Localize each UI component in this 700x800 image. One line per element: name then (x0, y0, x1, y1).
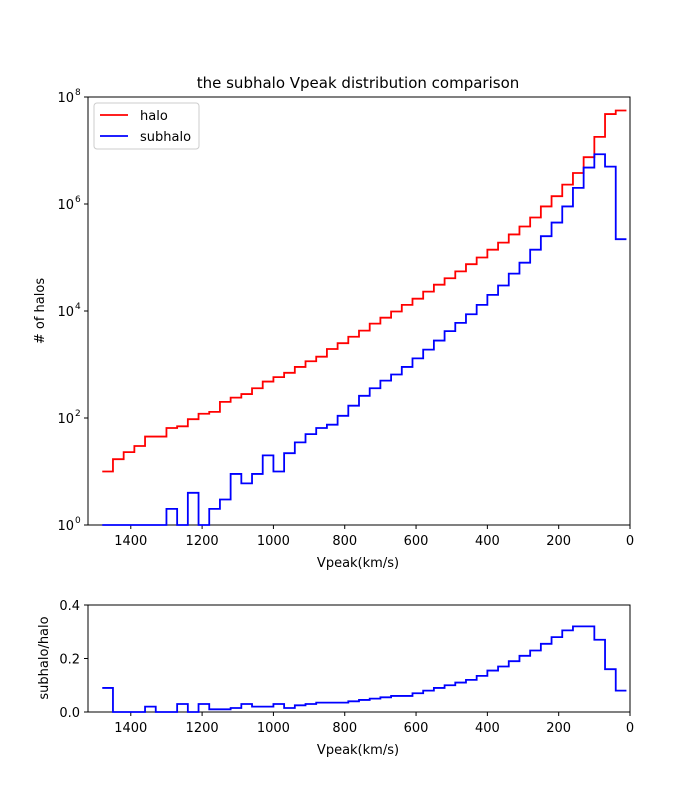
main-y-tick-label: 10 (57, 91, 74, 106)
main-series-group (102, 109, 627, 526)
main-histogram-chart: the subhalo Vpeak distribution compariso… (33, 74, 634, 571)
main-y-axis-label: # of halos (33, 278, 48, 344)
main-y-tick-label: 10 (57, 305, 74, 320)
main-x-axis-label-text: Vpeak(km/s) (317, 556, 399, 571)
ratio-y-axis-label: subhalo/halo (37, 616, 52, 699)
main-x-tick-label: 400 (475, 534, 500, 549)
ratio-chart: 1400 1200 1000 800 600 400 200 0 0.0 0.2 0.4 Vpea… (37, 599, 634, 758)
main-y-tick-exponent: 6 (75, 195, 81, 205)
main-x-tick-label: 1400 (114, 534, 147, 549)
ratio-x-tick-label: 800 (332, 721, 357, 736)
main-x-tick-label: 600 (404, 534, 429, 549)
series-line-subhalo (102, 153, 627, 526)
ratio-y-tick-label: 0.0 (59, 706, 80, 721)
ratio-y-tick-label: 0.2 (59, 653, 80, 668)
ratio-x-tick-label: 1400 (114, 721, 147, 736)
ratio-series-group (102, 625, 627, 713)
ratio-x-tick-label: 1200 (186, 721, 219, 736)
ratio-y-tick-label: 0.4 (59, 599, 80, 614)
ratio-x-tick-label: 600 (404, 721, 429, 736)
main-y-tick-label: 10 (57, 412, 74, 427)
series-line-halo (102, 109, 627, 473)
ratio-x-tick-label: 1000 (257, 721, 290, 736)
ratio-x-axis-label: Vpeak(km/s) (317, 743, 399, 758)
main-y-tick-label: 10 (57, 198, 74, 213)
chart-title: the subhalo Vpeak distribution compariso… (197, 74, 520, 92)
ratio-series-line (102, 625, 627, 713)
main-y-tick-exponent: 8 (75, 88, 81, 98)
main-x-tick-label: 800 (332, 534, 357, 549)
main-y-tick-label: 10 (57, 519, 74, 534)
main-x-tick-label: 1200 (186, 534, 219, 549)
legend-subhalo-label: subhalo (140, 130, 191, 145)
main-x-tick-label: 1000 (257, 534, 290, 549)
main-y-tick-exponent: 4 (75, 302, 81, 312)
ratio-x-tick-label: 0 (626, 721, 634, 736)
main-x-axis-label: Vpeak(km/s) (317, 556, 399, 571)
main-x-axis: 1400 1200 1000 800 600 400 200 0 (114, 525, 634, 549)
main-x-tick-label: 200 (546, 534, 571, 549)
main-y-tick-exponent: 2 (75, 409, 81, 419)
ratio-x-tick-label: 400 (475, 721, 500, 736)
ratio-y-axis: 0.0 0.2 0.4 (59, 599, 88, 721)
main-y-tick-exponent: 0 (75, 516, 81, 526)
legend: halo subhalo (93, 102, 200, 150)
main-x-tick-label: 0 (626, 534, 634, 549)
legend-halo-label: halo (140, 109, 168, 124)
ratio-x-axis: 1400 1200 1000 800 600 400 200 0 (114, 712, 634, 736)
ratio-x-tick-label: 200 (546, 721, 571, 736)
